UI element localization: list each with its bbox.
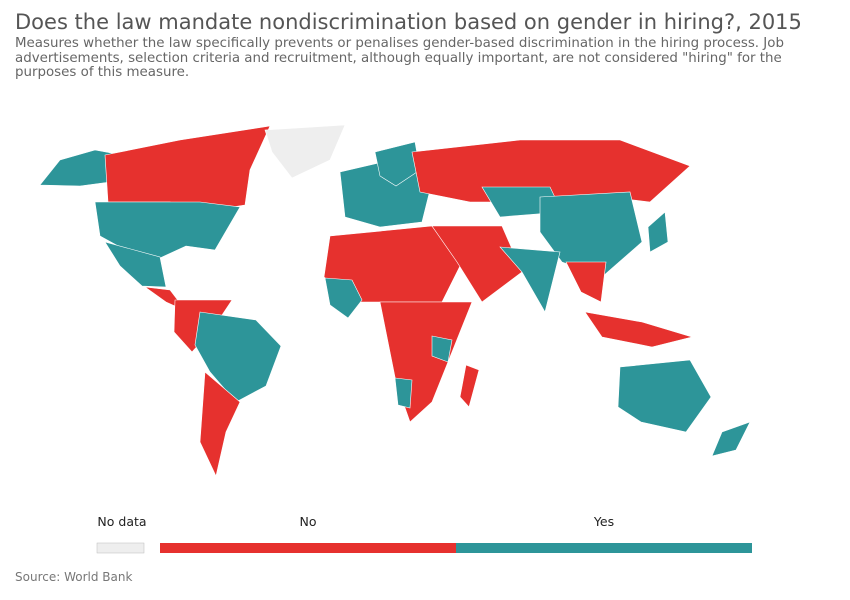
subtitle-line: Measures whether the law specifically pr… — [15, 36, 784, 51]
region — [431, 225, 523, 303]
region — [431, 335, 453, 363]
region — [199, 371, 241, 477]
legend-swatch — [96, 542, 145, 554]
region — [104, 241, 167, 288]
subtitle-line: advertisements, selection criteria and r… — [15, 50, 782, 66]
region — [324, 277, 363, 319]
subtitle-line: purposes of this measure. — [15, 65, 190, 80]
region — [711, 421, 751, 457]
legend-swatch — [456, 543, 752, 553]
legend-label: No data — [97, 514, 146, 529]
region — [374, 141, 421, 187]
region — [499, 246, 561, 313]
region — [94, 201, 241, 259]
legend-swatch — [160, 543, 456, 553]
region — [647, 211, 669, 253]
title: Does the law mandate nondiscrimination b… — [15, 10, 802, 34]
source: Source: World Bank — [15, 570, 133, 584]
region — [394, 377, 413, 409]
region — [617, 359, 712, 433]
legend-label: No — [300, 514, 317, 529]
subtitle: Measures whether the law specifically pr… — [15, 36, 784, 81]
region — [584, 311, 694, 348]
region — [459, 364, 480, 408]
world-map — [39, 124, 751, 477]
legend-label: Yes — [593, 514, 614, 529]
region — [194, 311, 282, 403]
region — [379, 301, 473, 423]
region — [565, 261, 607, 303]
legend: No data No Yes — [96, 514, 752, 554]
region — [264, 124, 346, 179]
region — [104, 125, 271, 213]
